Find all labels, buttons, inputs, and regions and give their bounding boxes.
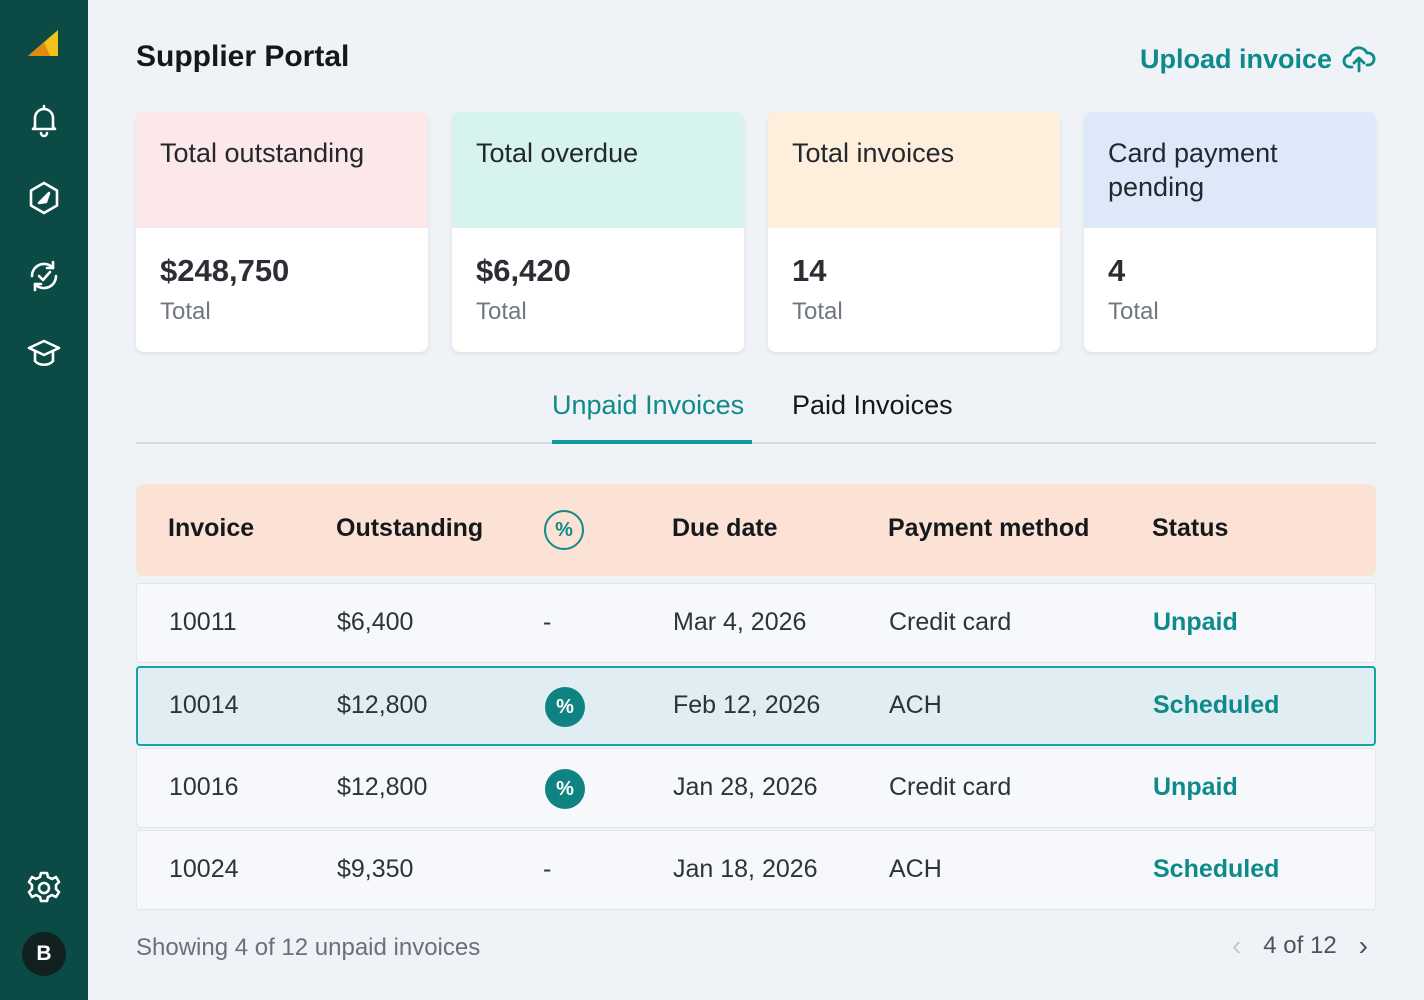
pagination: ‹ 4 of 12 › (1232, 930, 1368, 962)
logo-icon (28, 30, 58, 56)
outstanding-amount: $12,800 (337, 773, 428, 801)
active-tab-indicator (552, 440, 752, 444)
pagination-summary: Showing 4 of 12 unpaid invoices (136, 934, 481, 961)
column-header-invoice[interactable]: Invoice (168, 514, 255, 542)
table-row[interactable]: 10014 $12,800 % Feb 12, 2026 ACH Schedul… (136, 666, 1376, 746)
due-date: Feb 12, 2026 (673, 691, 821, 719)
card-value: 14 (792, 253, 827, 288)
discount-empty: - (543, 608, 552, 636)
invoice-number: 10024 (169, 855, 239, 883)
upload-invoice-label: Upload invoice (1139, 43, 1332, 74)
payment-method: Credit card (889, 773, 1012, 801)
invoice-number: 10014 (169, 691, 239, 719)
card-value: 4 (1108, 253, 1126, 288)
column-header-status[interactable]: Status (1152, 514, 1229, 542)
discount-percent-icon: % (544, 510, 584, 550)
card-title: Total invoices (768, 112, 1060, 228)
upload-invoice-button[interactable]: Upload invoice (1140, 42, 1376, 76)
payment-method: Credit card (889, 608, 1012, 636)
page-title: Supplier Portal (136, 40, 350, 73)
card-value: $248,750 (160, 253, 290, 288)
column-header-payment-method[interactable]: Payment method (888, 514, 1090, 542)
outstanding-amount: $12,800 (337, 691, 428, 719)
chevron-right-icon[interactable]: › (1358, 930, 1368, 961)
invoice-number: 10011 (169, 608, 237, 636)
card-title: Total overdue (452, 112, 744, 228)
card-card-payment-pending: Card payment pending 4 Total (1084, 112, 1376, 352)
table-row[interactable]: 10024 $9,350 - Jan 18, 2026 ACH Schedule… (136, 830, 1376, 910)
card-total-invoices: Total invoices 14 Total (768, 112, 1060, 352)
card-title: Card payment pending (1084, 112, 1376, 228)
card-value: $6,420 (476, 253, 571, 288)
status-badge: Unpaid (1153, 608, 1238, 636)
card-total-overdue: Total overdue $6,420 Total (452, 112, 744, 352)
status-badge: Scheduled (1153, 691, 1280, 719)
payment-method: ACH (889, 855, 942, 883)
gear-icon[interactable] (24, 868, 64, 908)
due-date: Jan 18, 2026 (673, 855, 818, 883)
card-total-outstanding: Total outstanding $248,750 Total (136, 112, 428, 352)
compass-icon[interactable] (24, 178, 64, 218)
discount-percent-icon[interactable]: % (545, 687, 585, 727)
page-indicator: 4 of 12 (1263, 932, 1337, 959)
bell-icon[interactable] (24, 100, 64, 140)
card-subtitle: Total (792, 298, 843, 325)
payment-method: ACH (889, 691, 942, 719)
status-badge: Unpaid (1153, 773, 1238, 801)
table-header: Invoice Outstanding % Due date Payment m… (136, 484, 1376, 576)
discount-empty: - (543, 855, 552, 883)
cloud-upload-icon (1342, 46, 1376, 73)
chevron-left-icon[interactable]: ‹ (1231, 930, 1242, 961)
due-date: Mar 4, 2026 (673, 608, 807, 636)
card-subtitle: Total (476, 298, 527, 325)
outstanding-amount: $6,400 (337, 608, 414, 636)
due-date: Jan 28, 2026 (673, 773, 818, 801)
status-badge: Scheduled (1153, 855, 1280, 883)
invoice-tabs: Unpaid Invoices Paid Invoices (136, 386, 1376, 444)
table-row[interactable]: 10011 $6,400 - Mar 4, 2026 Credit card U… (136, 583, 1376, 663)
column-header-outstanding[interactable]: Outstanding (336, 514, 484, 542)
avatar[interactable]: B (22, 932, 66, 976)
graduation-cap-icon[interactable] (24, 334, 64, 374)
sync-check-icon[interactable] (24, 256, 64, 296)
column-header-due-date[interactable]: Due date (672, 514, 778, 542)
table-row[interactable]: 10016 $12,800 % Jan 28, 2026 Credit card… (136, 748, 1376, 828)
outstanding-amount: $9,350 (337, 855, 414, 883)
card-subtitle: Total (160, 298, 211, 325)
card-title: Total outstanding (136, 112, 428, 228)
invoice-number: 10016 (169, 773, 239, 801)
card-subtitle: Total (1108, 298, 1159, 325)
sidebar: B (0, 0, 88, 1000)
summary-cards: Total outstanding $248,750 Total Total o… (136, 112, 1376, 352)
tab-paid-invoices[interactable]: Paid Invoices (792, 390, 953, 420)
tab-unpaid-invoices[interactable]: Unpaid Invoices (552, 390, 745, 420)
discount-percent-icon[interactable]: % (545, 769, 585, 809)
